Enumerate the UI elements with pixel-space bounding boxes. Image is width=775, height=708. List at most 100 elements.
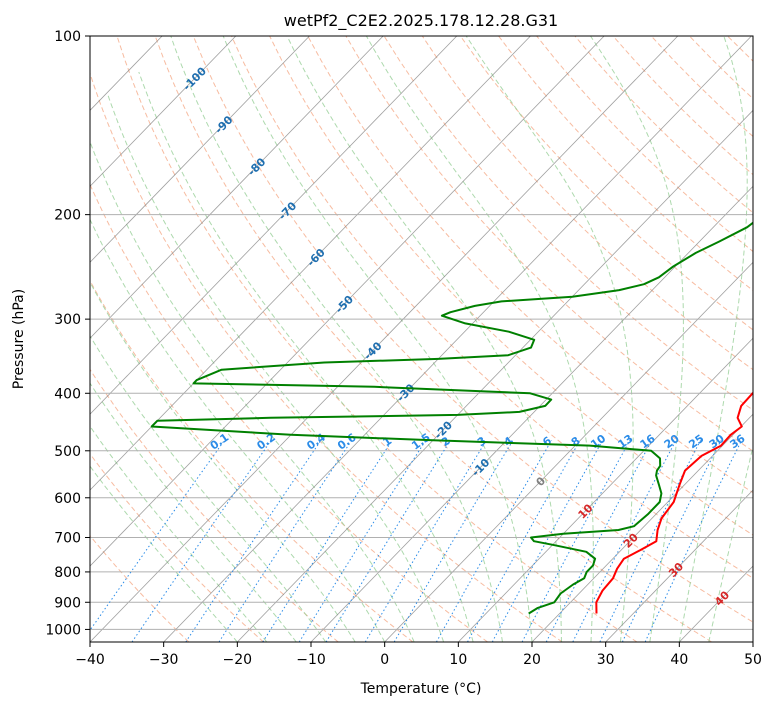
x-tick-label: −40: [75, 652, 105, 668]
dry-adiabat-line: [498, 36, 753, 292]
moist-adiabat-line: [90, 281, 356, 642]
isotherm-line: [90, 36, 531, 491]
mixing-ratio-label: 4: [502, 434, 516, 449]
x-axis-label: Temperature (°C): [360, 681, 482, 697]
isotherm-line: [605, 489, 753, 642]
y-tick-label: 900: [54, 595, 81, 611]
isotherm-line: [458, 337, 753, 642]
moist-adiabat-line: [170, 36, 503, 642]
dry-adiabat-line: [421, 36, 753, 371]
dry-adiabat-line: [650, 36, 753, 138]
y-tick-label: 600: [54, 491, 81, 507]
x-tick-label: 20: [523, 652, 541, 668]
moist-adiabat-line: [465, 36, 634, 642]
mixing-ratio-label: 0.6: [335, 431, 359, 453]
mixing-ratio-label: 0.1: [208, 431, 231, 453]
dry-adiabat-line: [192, 36, 753, 623]
isotherm-line: [90, 36, 679, 642]
moist-adiabat-line: [90, 382, 297, 642]
y-tick-label: 1000: [45, 622, 81, 638]
dry-adiabat-line: [345, 36, 753, 452]
chart-title: wetPf2_C2E2.2025.178.12.28.G31: [284, 11, 558, 31]
line-labels: 0.1 0.2 0.4 0.6 1 1.5 2 3 4 6 8 10 13 16 20 25 30 36-100-…: [180, 64, 747, 608]
dry-adiabat-line: [689, 36, 753, 100]
moist-adiabat-line: [286, 36, 562, 642]
isotherm-line: [90, 36, 605, 567]
moist-adiabat-line: [90, 425, 268, 642]
y-tick-label: 200: [54, 208, 81, 224]
dry-adiabat-line: [90, 368, 339, 642]
dry-adiabat-line: [154, 36, 712, 642]
mixing-ratio-label: 16: [638, 432, 658, 452]
isotherm-line: [163, 36, 752, 642]
x-tick-label: −30: [149, 652, 179, 668]
isotherm-line: [310, 185, 753, 642]
mixing-ratio-line: [131, 440, 272, 642]
mixing-ratio-label: 1: [381, 434, 395, 449]
moist-adiabat-line: [222, 36, 533, 642]
background-grid: [90, 36, 775, 642]
moist-adiabat-line: [678, 36, 748, 642]
moist-adiabat-line: [90, 140, 415, 642]
mixing-ratio-line: [298, 440, 427, 642]
isotherm-label: -100: [180, 64, 209, 93]
dry-adiabat-line: [307, 36, 753, 494]
mixing-ratio-line: [262, 440, 393, 642]
mixing-ratio-label: 6: [540, 434, 554, 449]
x-tick-label: 50: [744, 652, 762, 668]
dry-adiabat-line: [766, 36, 775, 642]
dry-adiabat-line: [116, 36, 638, 642]
y-tick-label: 700: [54, 531, 81, 547]
isotherm-line: [90, 36, 458, 415]
y-tick-label: 800: [54, 565, 81, 581]
moist-adiabat-line: [90, 465, 238, 642]
moist-adiabat-line: [590, 36, 684, 642]
mixing-ratio-label: 20: [662, 432, 682, 452]
dry-adiabat-line: [231, 36, 753, 579]
mixing-ratio-line: [325, 440, 451, 642]
mixing-ratio-line: [491, 440, 604, 642]
mixing-ratio-label: 10: [588, 432, 608, 452]
isotherm-line: [384, 261, 753, 642]
profile-lines: [150, 221, 753, 615]
axes: −40 −30 −20 −10 0 10 20 30 40 5010020030040050060…: [45, 29, 762, 668]
dewpoint-line: [150, 221, 753, 615]
mixing-ratio-line: [467, 440, 581, 642]
mixing-ratio-label: 8: [569, 434, 583, 449]
mixing-ratio-label: 1.5: [409, 431, 432, 453]
plot-frame: [89, 35, 754, 643]
mixing-ratio-line: [218, 440, 353, 642]
dry-adiabat-line: [269, 36, 753, 536]
moist-adiabat-line: [90, 218, 386, 642]
moist-adiabat-line: [365, 36, 594, 642]
mixing-ratio-line: [599, 440, 702, 642]
isotherm-line: [90, 36, 384, 339]
moist-adiabat-line: [90, 334, 327, 642]
dry-adiabat-line: [90, 183, 488, 642]
mixing-ratio-label: 0.4: [304, 431, 328, 453]
isotherm-line: [531, 413, 753, 642]
moist-adiabat-line: [708, 444, 753, 642]
mixing-ratio-line: [621, 440, 722, 642]
mixing-ratio-line: [393, 440, 514, 642]
y-axis-label: Pressure (hPa): [11, 289, 27, 389]
y-tick-label: 100: [54, 29, 81, 45]
isotherm-line: [752, 641, 753, 642]
mixing-ratio-label: 25: [686, 432, 706, 451]
dry-adiabat-line: [90, 534, 190, 642]
moist-adiabat-line: [138, 71, 474, 642]
moist-adiabat-line: [106, 93, 445, 642]
y-tick-label: 400: [54, 386, 81, 402]
isotherm-line: [90, 36, 310, 263]
mixing-ratio-line: [185, 440, 322, 642]
dry-adiabat-line: [90, 279, 414, 642]
y-tick-label: 500: [54, 444, 81, 460]
x-tick-label: −10: [296, 652, 326, 668]
y-tick-label: 300: [54, 312, 81, 328]
x-tick-label: −20: [223, 652, 253, 668]
temperature-line: [595, 391, 753, 614]
x-tick-label: 30: [597, 652, 615, 668]
isotherm-line: [90, 36, 237, 187]
dry-adiabat-line: [90, 71, 563, 642]
